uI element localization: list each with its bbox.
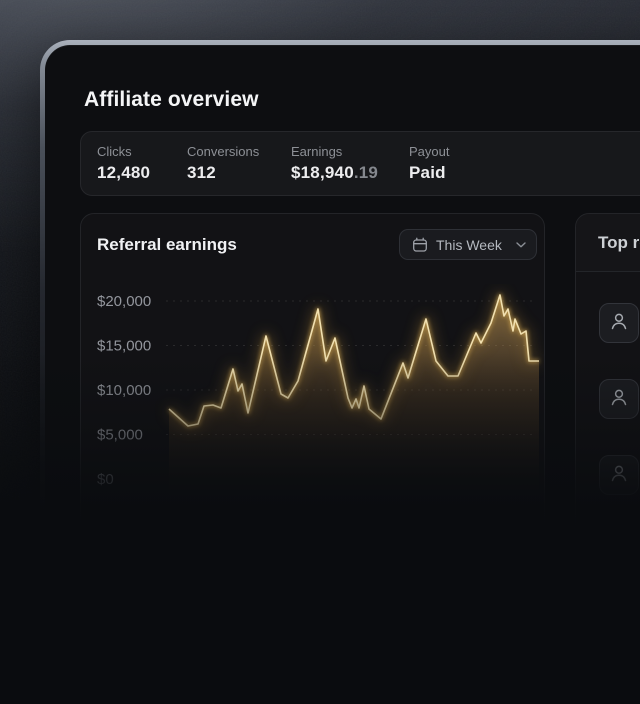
stat-payout: Payout Paid [409,144,449,183]
stat-label: Conversions [187,144,260,159]
stat-conversions: Conversions 312 [187,144,291,183]
referral-earnings-card: Referral earnings This Week [80,213,545,558]
stats-bar: Clicks 12,480 Conversions 312 Earnings $… [80,131,640,196]
stat-value: Paid [409,163,446,182]
svg-text:$10,000: $10,000 [97,382,151,399]
svg-text:$0: $0 [97,471,114,488]
card-title: Referral earnings [97,235,237,254]
referrer-row-avatar[interactable] [599,455,639,495]
person-icon [608,462,630,489]
stat-earnings: Earnings $18,940.19 [291,144,409,183]
app-window: Affiliate overview Clicks 12,480 Convers… [45,45,640,635]
person-icon [608,386,630,413]
stat-label: Earnings [291,144,343,159]
stat-label: Payout [409,144,450,159]
person-icon [608,310,630,337]
calendar-icon [412,237,428,253]
stat-value: $18,940.19 [291,163,379,182]
page-title: Affiliate overview [84,88,259,111]
stat-label: Clicks [97,144,132,159]
stat-value: 12,480 [97,163,151,182]
stat-value: 312 [187,163,216,182]
app-window-frame: Affiliate overview Clicks 12,480 Convers… [40,40,640,640]
stat-clicks: Clicks 12,480 [97,144,187,183]
svg-text:$20,000: $20,000 [97,293,151,310]
svg-text:$15,000: $15,000 [97,338,151,355]
svg-text:$5,000: $5,000 [97,427,143,444]
date-range-dropdown[interactable]: This Week [399,229,537,260]
top-referrers-card: Top referrers [575,213,640,558]
referrer-row-avatar[interactable] [599,303,639,343]
referral-earnings-chart: $20,000 $15,000 $10,000 $5,000 $0 [97,291,539,514]
date-range-label: This Week [436,236,502,253]
top-referrers-header: Top referrers [576,214,640,272]
chevron-down-icon [516,241,526,248]
card-title: Top referrers [598,233,640,252]
referrer-row-avatar[interactable] [599,379,639,419]
